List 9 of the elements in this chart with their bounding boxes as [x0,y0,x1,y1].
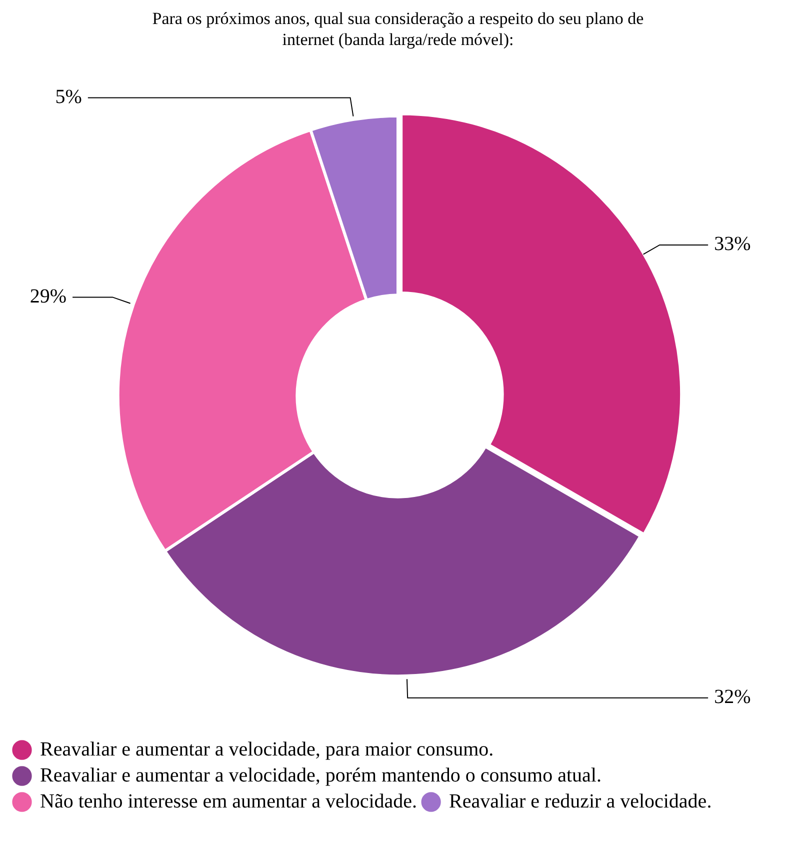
legend-label: Não tenho interesse em aumentar a velocidade. [40,790,418,812]
data-label: 32% [714,686,751,708]
legend-label: Reavaliar e reduzir a velocidade. [449,790,712,812]
chart-title: Para os próximos anos, qual sua consideração a respeito do seu plano de internet (banda larga/rede móvel): [151,8,645,50]
data-label: 5% [55,86,82,108]
legend-label: Reavaliar e aumentar a velocidade, para maior consumo. [40,738,494,760]
legend-label: Reavaliar e aumentar a velocidade, porém mantendo o consumo atual. [40,764,602,786]
data-label: 33% [714,233,751,256]
data-label: 29% [30,285,67,308]
